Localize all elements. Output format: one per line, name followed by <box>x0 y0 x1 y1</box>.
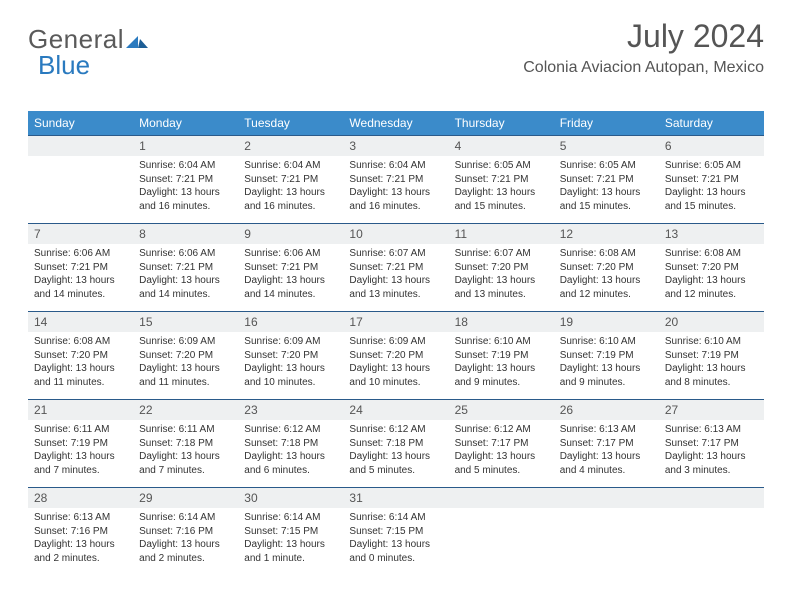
day-number-cell: 23 <box>238 400 343 421</box>
day-number-cell: 25 <box>449 400 554 421</box>
day-number-cell: 30 <box>238 488 343 509</box>
day-number-row: 21222324252627 <box>28 400 764 421</box>
day-content-cell: Sunrise: 6:10 AMSunset: 7:19 PMDaylight:… <box>659 332 764 400</box>
day-number-cell: 12 <box>554 224 659 245</box>
day-number-cell: 20 <box>659 312 764 333</box>
day-content-cell: Sunrise: 6:09 AMSunset: 7:20 PMDaylight:… <box>238 332 343 400</box>
day-number-cell <box>28 136 133 157</box>
day-content-cell <box>449 508 554 575</box>
month-title: July 2024 <box>523 18 764 55</box>
day-content-cell <box>28 156 133 224</box>
weekday-header: Tuesday <box>238 111 343 136</box>
day-content-row: Sunrise: 6:11 AMSunset: 7:19 PMDaylight:… <box>28 420 764 488</box>
day-content-cell: Sunrise: 6:12 AMSunset: 7:18 PMDaylight:… <box>238 420 343 488</box>
day-number-cell: 29 <box>133 488 238 509</box>
day-number-cell: 3 <box>343 136 448 157</box>
day-number-cell <box>449 488 554 509</box>
logo-mark-icon <box>126 32 148 55</box>
day-number-cell: 28 <box>28 488 133 509</box>
title-block: July 2024 Colonia Aviacion Autopan, Mexi… <box>523 18 764 77</box>
day-content-row: Sunrise: 6:04 AMSunset: 7:21 PMDaylight:… <box>28 156 764 224</box>
day-content-cell: Sunrise: 6:05 AMSunset: 7:21 PMDaylight:… <box>449 156 554 224</box>
day-number-cell: 27 <box>659 400 764 421</box>
header: General July 2024 Colonia Aviacion Autop… <box>28 18 764 77</box>
day-content-cell: Sunrise: 6:13 AMSunset: 7:16 PMDaylight:… <box>28 508 133 575</box>
day-content-cell: Sunrise: 6:12 AMSunset: 7:17 PMDaylight:… <box>449 420 554 488</box>
day-number-row: 28293031 <box>28 488 764 509</box>
weekday-header: Sunday <box>28 111 133 136</box>
day-number-cell <box>554 488 659 509</box>
day-content-cell: Sunrise: 6:11 AMSunset: 7:18 PMDaylight:… <box>133 420 238 488</box>
day-content-cell <box>554 508 659 575</box>
day-content-cell: Sunrise: 6:08 AMSunset: 7:20 PMDaylight:… <box>659 244 764 312</box>
weekday-header: Monday <box>133 111 238 136</box>
location-subtitle: Colonia Aviacion Autopan, Mexico <box>523 59 764 77</box>
day-number-cell: 9 <box>238 224 343 245</box>
weekday-header: Friday <box>554 111 659 136</box>
weekday-header: Thursday <box>449 111 554 136</box>
day-number-cell: 17 <box>343 312 448 333</box>
day-content-cell: Sunrise: 6:12 AMSunset: 7:18 PMDaylight:… <box>343 420 448 488</box>
day-number-cell: 6 <box>659 136 764 157</box>
day-number-cell: 22 <box>133 400 238 421</box>
day-number-cell: 1 <box>133 136 238 157</box>
day-number-cell: 16 <box>238 312 343 333</box>
day-number-cell: 7 <box>28 224 133 245</box>
day-content-cell: Sunrise: 6:09 AMSunset: 7:20 PMDaylight:… <box>133 332 238 400</box>
day-number-cell: 21 <box>28 400 133 421</box>
day-content-cell: Sunrise: 6:14 AMSunset: 7:15 PMDaylight:… <box>343 508 448 575</box>
day-content-cell: Sunrise: 6:14 AMSunset: 7:15 PMDaylight:… <box>238 508 343 575</box>
weekday-header: Wednesday <box>343 111 448 136</box>
day-number-cell: 18 <box>449 312 554 333</box>
day-content-row: Sunrise: 6:08 AMSunset: 7:20 PMDaylight:… <box>28 332 764 400</box>
day-content-cell: Sunrise: 6:13 AMSunset: 7:17 PMDaylight:… <box>659 420 764 488</box>
day-content-cell: Sunrise: 6:10 AMSunset: 7:19 PMDaylight:… <box>554 332 659 400</box>
day-content-cell: Sunrise: 6:06 AMSunset: 7:21 PMDaylight:… <box>28 244 133 312</box>
day-content-cell: Sunrise: 6:07 AMSunset: 7:21 PMDaylight:… <box>343 244 448 312</box>
day-number-cell <box>659 488 764 509</box>
day-content-cell: Sunrise: 6:05 AMSunset: 7:21 PMDaylight:… <box>659 156 764 224</box>
day-number-cell: 2 <box>238 136 343 157</box>
day-number-cell: 31 <box>343 488 448 509</box>
calendar-table: Sunday Monday Tuesday Wednesday Thursday… <box>28 111 764 575</box>
day-number-cell: 24 <box>343 400 448 421</box>
day-content-cell <box>659 508 764 575</box>
day-content-cell: Sunrise: 6:09 AMSunset: 7:20 PMDaylight:… <box>343 332 448 400</box>
day-content-cell: Sunrise: 6:04 AMSunset: 7:21 PMDaylight:… <box>133 156 238 224</box>
day-content-cell: Sunrise: 6:13 AMSunset: 7:17 PMDaylight:… <box>554 420 659 488</box>
day-content-cell: Sunrise: 6:06 AMSunset: 7:21 PMDaylight:… <box>133 244 238 312</box>
day-number-cell: 10 <box>343 224 448 245</box>
day-number-cell: 8 <box>133 224 238 245</box>
day-content-cell: Sunrise: 6:04 AMSunset: 7:21 PMDaylight:… <box>238 156 343 224</box>
day-number-cell: 5 <box>554 136 659 157</box>
day-content-cell: Sunrise: 6:05 AMSunset: 7:21 PMDaylight:… <box>554 156 659 224</box>
day-number-cell: 4 <box>449 136 554 157</box>
day-content-row: Sunrise: 6:06 AMSunset: 7:21 PMDaylight:… <box>28 244 764 312</box>
day-number-cell: 11 <box>449 224 554 245</box>
day-content-cell: Sunrise: 6:11 AMSunset: 7:19 PMDaylight:… <box>28 420 133 488</box>
day-number-cell: 15 <box>133 312 238 333</box>
day-number-cell: 13 <box>659 224 764 245</box>
day-content-cell: Sunrise: 6:07 AMSunset: 7:20 PMDaylight:… <box>449 244 554 312</box>
day-number-cell: 14 <box>28 312 133 333</box>
day-number-row: 78910111213 <box>28 224 764 245</box>
calendar-page: General July 2024 Colonia Aviacion Autop… <box>0 0 792 612</box>
day-content-cell: Sunrise: 6:08 AMSunset: 7:20 PMDaylight:… <box>28 332 133 400</box>
day-number-row: 14151617181920 <box>28 312 764 333</box>
weekday-header: Saturday <box>659 111 764 136</box>
day-content-cell: Sunrise: 6:04 AMSunset: 7:21 PMDaylight:… <box>343 156 448 224</box>
day-number-row: 123456 <box>28 136 764 157</box>
day-number-cell: 19 <box>554 312 659 333</box>
day-content-row: Sunrise: 6:13 AMSunset: 7:16 PMDaylight:… <box>28 508 764 575</box>
day-content-cell: Sunrise: 6:14 AMSunset: 7:16 PMDaylight:… <box>133 508 238 575</box>
day-number-cell: 26 <box>554 400 659 421</box>
day-content-cell: Sunrise: 6:06 AMSunset: 7:21 PMDaylight:… <box>238 244 343 312</box>
logo-blue-word: Blue <box>38 44 90 81</box>
day-content-cell: Sunrise: 6:08 AMSunset: 7:20 PMDaylight:… <box>554 244 659 312</box>
weekday-header-row: Sunday Monday Tuesday Wednesday Thursday… <box>28 111 764 136</box>
calendar-body: 123456Sunrise: 6:04 AMSunset: 7:21 PMDay… <box>28 136 764 576</box>
day-content-cell: Sunrise: 6:10 AMSunset: 7:19 PMDaylight:… <box>449 332 554 400</box>
